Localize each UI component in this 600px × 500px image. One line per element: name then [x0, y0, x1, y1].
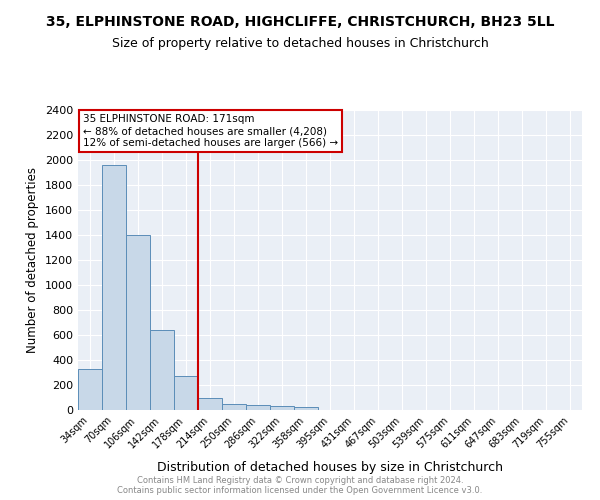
Bar [270, 406, 294, 410]
Text: Size of property relative to detached houses in Christchurch: Size of property relative to detached ho… [112, 38, 488, 51]
Bar [126, 235, 150, 410]
Text: 35 ELPHINSTONE ROAD: 171sqm
← 88% of detached houses are smaller (4,208)
12% of : 35 ELPHINSTONE ROAD: 171sqm ← 88% of det… [83, 114, 338, 148]
X-axis label: Distribution of detached houses by size in Christchurch: Distribution of detached houses by size … [157, 461, 503, 474]
Text: Contains HM Land Registry data © Crown copyright and database right 2024.
Contai: Contains HM Land Registry data © Crown c… [118, 476, 482, 495]
Bar [78, 370, 102, 410]
Bar [294, 407, 318, 410]
Text: 35, ELPHINSTONE ROAD, HIGHCLIFFE, CHRISTCHURCH, BH23 5LL: 35, ELPHINSTONE ROAD, HIGHCLIFFE, CHRIST… [46, 15, 554, 29]
Bar [198, 398, 222, 410]
Bar [150, 330, 174, 410]
Bar [222, 404, 246, 410]
Bar [174, 376, 198, 410]
Bar [102, 165, 126, 410]
Y-axis label: Number of detached properties: Number of detached properties [26, 167, 40, 353]
Bar [246, 405, 270, 410]
